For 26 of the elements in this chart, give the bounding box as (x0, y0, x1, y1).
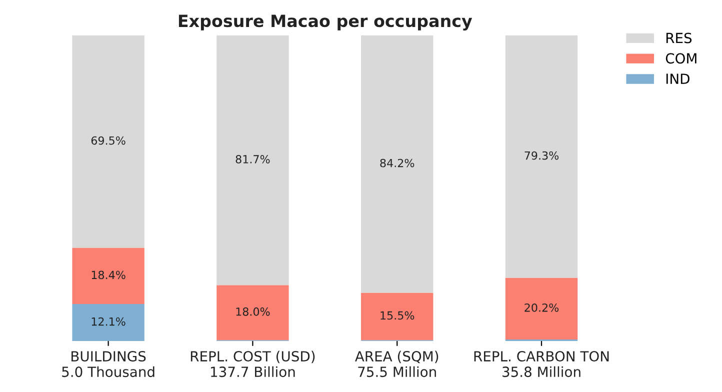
bar (216, 285, 289, 340)
bar (216, 35, 289, 286)
bar (361, 35, 434, 293)
x-tick-label: REPL. COST (USD) 137.7 Billion (190, 350, 315, 378)
data-label: 18.0% (236, 307, 270, 316)
data-label: 12.1% (92, 317, 126, 326)
legend-label: RES (666, 32, 692, 44)
legend-label: IND (666, 74, 690, 84)
x-tick-label: AREA (SQM) 75.5 Million (355, 350, 438, 378)
data-label: 69.5% (91, 136, 126, 145)
data-label: 18.4% (92, 270, 126, 280)
data-label: 20.2% (524, 303, 559, 312)
data-label: 84.2% (380, 158, 414, 168)
bar (72, 304, 144, 342)
chart-title: Exposure Macao per occupancy (178, 14, 472, 31)
legend-label: COM (666, 53, 696, 64)
data-label: 79.3% (524, 151, 559, 160)
data-label: 15.5% (380, 311, 414, 320)
bar (72, 35, 144, 248)
bar (361, 292, 434, 340)
bar (72, 248, 144, 304)
bar (505, 35, 578, 278)
data-label: 81.7% (236, 155, 270, 164)
x-tick-label: BUILDINGS 5.0 Thousand (62, 351, 154, 378)
bar (505, 278, 578, 340)
x-tick-label: REPL. CARBON TON 35.8 Million (474, 351, 609, 378)
